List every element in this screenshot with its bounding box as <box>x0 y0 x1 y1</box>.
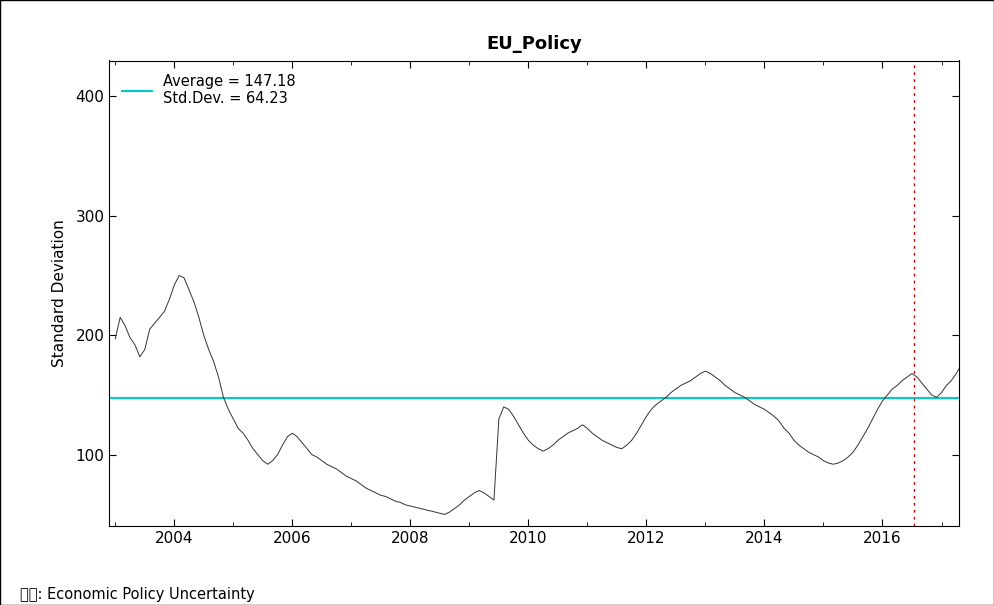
Text: 자료: Economic Policy Uncertainty: 자료: Economic Policy Uncertainty <box>20 587 254 602</box>
Title: EU_Policy: EU_Policy <box>486 35 582 53</box>
Y-axis label: Standard Deviation: Standard Deviation <box>52 220 68 367</box>
Legend: Average = 147.18
Std.Dev. = 64.23: Average = 147.18 Std.Dev. = 64.23 <box>116 68 302 112</box>
